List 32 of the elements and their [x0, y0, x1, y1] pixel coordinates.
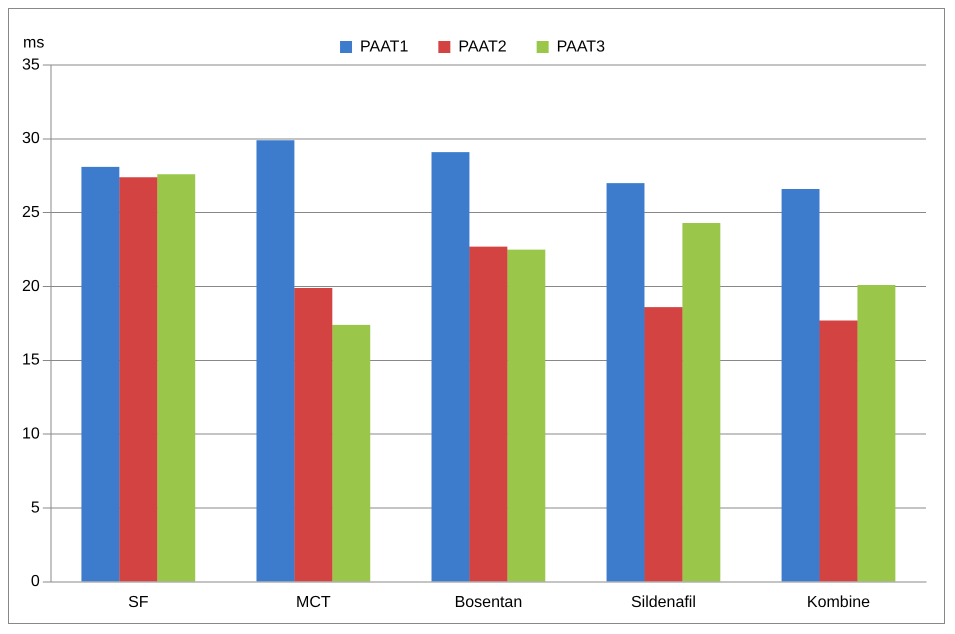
x-tick-label: Kombine [806, 594, 870, 611]
y-tick-label: 0 [30, 573, 40, 590]
y-tick-label: 15 [22, 352, 40, 369]
bar [81, 166, 120, 582]
bar [157, 174, 196, 582]
legend-label: PAAT3 [556, 38, 606, 56]
bar [606, 183, 644, 582]
y-tick-label: 5 [30, 499, 40, 516]
bar [332, 324, 370, 582]
x-tick-label: Bosentan [454, 594, 522, 611]
bar [294, 288, 332, 582]
bar [782, 189, 820, 582]
bar [820, 320, 858, 582]
bar [644, 307, 682, 582]
y-tick-label: 10 [22, 426, 40, 443]
x-tick-label: MCT [296, 594, 331, 611]
bar [256, 140, 294, 582]
bar [682, 222, 720, 582]
bar [857, 285, 896, 582]
y-axis-title: ms [23, 34, 44, 52]
bar [432, 152, 470, 582]
legend-label: PAAT1 [360, 38, 408, 56]
y-tick-label: 30 [22, 130, 40, 148]
y-tick-label: 25 [22, 204, 40, 222]
bar [469, 246, 508, 582]
x-tick-label: Sildenafil [630, 594, 696, 611]
x-tick-label: SF [128, 594, 149, 611]
bar [507, 250, 546, 582]
bar [119, 177, 158, 582]
legend-label: PAAT2 [458, 38, 507, 56]
y-tick-label: 20 [22, 278, 40, 295]
y-tick-label: 35 [22, 56, 40, 74]
